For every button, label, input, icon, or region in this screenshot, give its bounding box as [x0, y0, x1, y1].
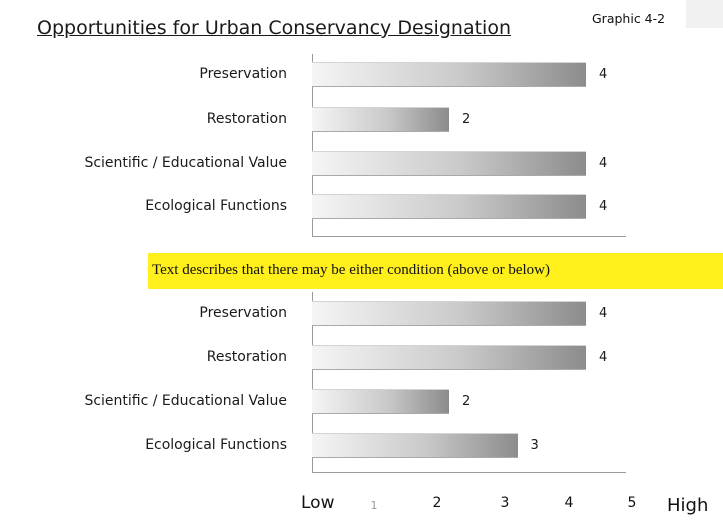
axis-low-label: Low — [301, 493, 335, 513]
x-axis-line — [312, 236, 626, 237]
note-banner: Text describes that there may be either … — [148, 253, 723, 289]
bar-value-label: 4 — [599, 350, 608, 365]
x-tick-label: 1 — [370, 499, 378, 512]
note-banner-text: Text describes that there may be either … — [152, 262, 550, 278]
x-tick-label: 5 — [627, 495, 637, 511]
x-tick-label: 2 — [432, 495, 442, 511]
bar — [312, 107, 449, 132]
category-label: Restoration — [206, 349, 287, 365]
bar-value-label: 2 — [462, 112, 471, 127]
category-label: Ecological Functions — [145, 198, 287, 214]
category-label: Scientific / Educational Value — [84, 155, 287, 171]
category-label: Ecological Functions — [145, 437, 287, 453]
bar — [312, 345, 586, 370]
corner-tab — [686, 0, 723, 28]
category-label: Preservation — [199, 305, 287, 321]
x-tick-label: 3 — [500, 495, 510, 511]
y-axis-line — [312, 54, 313, 236]
category-label: Scientific / Educational Value — [84, 393, 287, 409]
bar — [312, 301, 586, 326]
axis-high-label: High — [667, 495, 709, 516]
category-label: Preservation — [199, 66, 287, 82]
graphic-id: Graphic 4-2 — [592, 11, 666, 26]
bar-value-label: 2 — [462, 394, 471, 409]
bar — [312, 389, 449, 414]
bar — [312, 151, 586, 176]
y-axis-line — [312, 292, 313, 472]
category-label: Restoration — [206, 111, 287, 127]
bar-value-label: 4 — [599, 199, 608, 214]
x-axis-line — [312, 472, 626, 473]
bar-value-label: 4 — [599, 156, 608, 171]
bar — [312, 433, 518, 458]
bar-value-label: 4 — [599, 306, 608, 321]
x-tick-label: 4 — [564, 495, 574, 511]
bar — [312, 194, 586, 219]
chart-title: Opportunities for Urban Conservancy Desi… — [37, 17, 511, 39]
bar — [312, 62, 586, 87]
bar-value-label: 4 — [599, 67, 608, 82]
bar-value-label: 3 — [530, 438, 539, 453]
